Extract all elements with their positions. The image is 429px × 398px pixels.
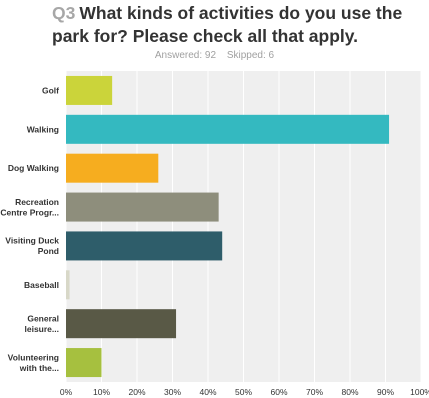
category-label: General	[27, 313, 59, 323]
category-label: Centre Progr...	[0, 207, 59, 217]
bar	[66, 75, 113, 105]
bar	[66, 231, 223, 261]
bar	[66, 192, 219, 222]
x-tick-label: 10%	[93, 387, 110, 397]
question-text: What kinds of activities do you use the …	[52, 3, 403, 46]
x-tick-label: 50%	[235, 387, 252, 397]
category-label: Volunteering	[8, 352, 59, 362]
response-stats: Answered: 92 Skipped: 6	[0, 50, 429, 61]
x-axis-ticks: 0% 10% 20% 30% 40% 50% 60% 70% 80% 90% 100%	[60, 387, 429, 397]
bar	[66, 153, 159, 183]
category-label: Recreation	[15, 197, 59, 207]
x-tick-label: 70%	[306, 387, 323, 397]
x-tick-label: 100%	[410, 387, 429, 397]
category-label: Visiting Duck	[5, 236, 59, 246]
x-tick-label: 20%	[128, 387, 145, 397]
bars	[66, 75, 390, 378]
bar	[66, 114, 390, 144]
category-label: Dog Walking	[8, 163, 59, 173]
bar	[66, 348, 102, 378]
category-label: with the...	[19, 363, 59, 373]
category-label: Walking	[27, 124, 59, 134]
x-tick-label: 30%	[164, 387, 181, 397]
question-title: Q3 What kinds of activities do you use th…	[52, 2, 412, 48]
x-tick-label: 0%	[60, 387, 73, 397]
category-label: Baseball	[24, 280, 59, 290]
question-number: Q3	[52, 3, 76, 23]
skipped-count: Skipped: 6	[226, 50, 275, 61]
x-tick-label: 80%	[341, 387, 358, 397]
category-label: Pond	[38, 246, 59, 256]
category-label: leisure...	[25, 324, 60, 334]
x-tick-label: 40%	[199, 387, 216, 397]
category-label: Golf	[42, 85, 59, 95]
x-tick-label: 60%	[270, 387, 287, 397]
bar	[66, 309, 177, 339]
answered-count: Answered: 92	[154, 50, 217, 61]
bar	[66, 270, 70, 300]
x-tick-label: 90%	[377, 387, 394, 397]
